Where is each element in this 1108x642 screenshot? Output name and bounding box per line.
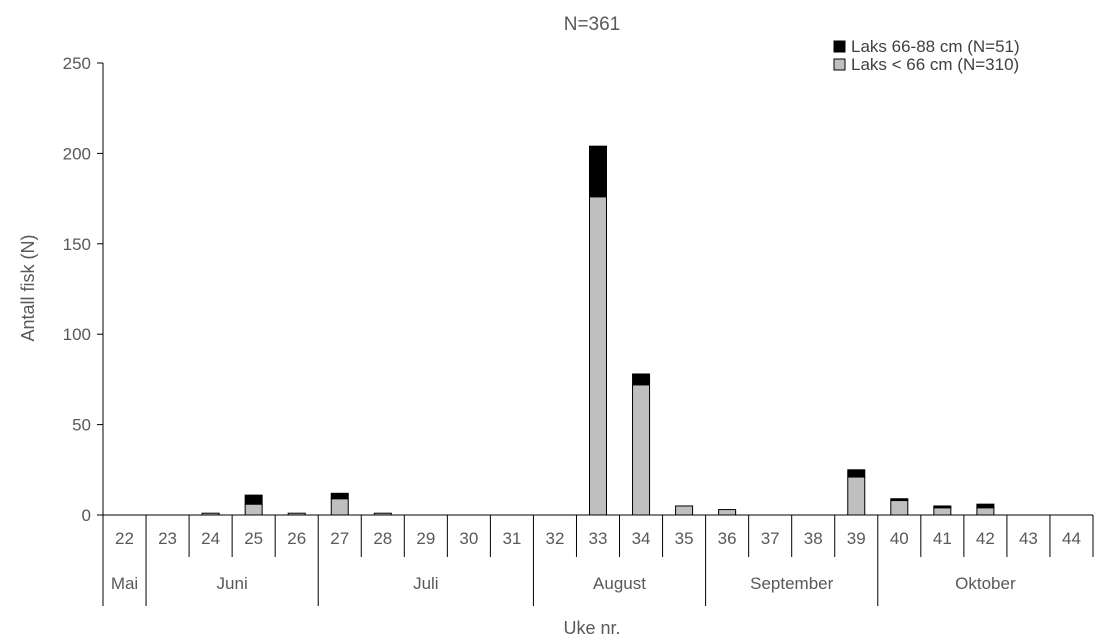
bar-week-33-series-0 xyxy=(589,196,607,516)
chart-title: N=361 xyxy=(564,14,621,35)
month-label: Oktober xyxy=(955,574,1016,593)
week-label: 24 xyxy=(201,529,220,548)
legend: Laks 66-88 cm (N=51) Laks < 66 cm (N=310… xyxy=(833,37,1020,74)
week-label: 35 xyxy=(675,529,694,548)
bar-week-34-series-1 xyxy=(632,373,651,386)
week-label: 25 xyxy=(244,529,263,548)
legend-label-large: Laks 66-88 cm (N=51) xyxy=(851,37,1020,56)
y-tick-label: 100 xyxy=(63,325,91,344)
bar-week-40-series-1 xyxy=(890,498,909,502)
week-label: 37 xyxy=(761,529,780,548)
week-label: 42 xyxy=(976,529,995,548)
week-label: 22 xyxy=(115,529,134,548)
week-label: 41 xyxy=(933,529,952,548)
bar-week-39-series-1 xyxy=(847,469,866,478)
week-label: 32 xyxy=(545,529,564,548)
y-tick-label: 250 xyxy=(63,54,91,73)
y-tick-label: 50 xyxy=(72,416,91,435)
week-label: 43 xyxy=(1019,529,1038,548)
y-axis-label: Antall fisk (N) xyxy=(18,234,38,341)
bar-week-36-series-0 xyxy=(718,509,737,516)
bars xyxy=(201,145,995,516)
bar-week-25-series-1 xyxy=(244,494,263,505)
bar-week-28-series-0 xyxy=(373,512,392,516)
week-label: 40 xyxy=(890,529,909,548)
legend-swatch-small xyxy=(833,58,846,71)
y-ticks: 0 50 100 150 200 250 xyxy=(63,54,103,525)
week-label: 26 xyxy=(287,529,306,548)
y-tick-label: 0 xyxy=(82,506,91,525)
week-label: 33 xyxy=(589,529,608,548)
bar-week-27-series-0 xyxy=(330,498,349,516)
x-axis-label: Uke nr. xyxy=(563,618,620,638)
bar-week-33-series-1 xyxy=(589,145,607,198)
month-label: Juli xyxy=(413,574,439,593)
bar-week-41-series-1 xyxy=(933,505,952,509)
week-label: 28 xyxy=(373,529,392,548)
bar-week-24-series-0 xyxy=(201,512,220,516)
bar-week-39-series-0 xyxy=(847,476,866,516)
legend-label-small: Laks < 66 cm (N=310) xyxy=(851,55,1019,74)
month-label: August xyxy=(593,574,646,593)
x-categories: 22 23 24 25 26 27 28 29 30 31 32 33 34 35 36 37 38 39 40 41… xyxy=(102,515,1094,557)
week-label: 31 xyxy=(502,529,521,548)
y-tick-label: 150 xyxy=(63,235,91,254)
month-groups: Mai Juni Juli August September Oktober xyxy=(102,557,1016,606)
bar-week-42-series-0 xyxy=(976,507,995,516)
bar-week-26-series-0 xyxy=(287,512,306,516)
bar-week-40-series-0 xyxy=(890,500,909,516)
week-label: 36 xyxy=(718,529,737,548)
bar-week-34-series-0 xyxy=(632,384,651,516)
week-label: 38 xyxy=(804,529,823,548)
week-label: 27 xyxy=(330,529,349,548)
legend-swatch-large xyxy=(833,40,846,53)
week-label: 29 xyxy=(416,529,435,548)
bar-week-25-series-0 xyxy=(244,503,263,516)
bar-week-42-series-1 xyxy=(976,503,995,509)
month-label: Mai xyxy=(111,574,138,593)
y-tick-label: 200 xyxy=(63,144,91,163)
bar-week-27-series-1 xyxy=(330,492,349,500)
week-label: 44 xyxy=(1062,529,1081,548)
bar-week-35-series-0 xyxy=(675,505,694,516)
bar-week-41-series-0 xyxy=(933,507,952,516)
week-label: 34 xyxy=(632,529,651,548)
week-label: 39 xyxy=(847,529,866,548)
week-label: 30 xyxy=(459,529,478,548)
week-label: 23 xyxy=(158,529,177,548)
month-label: Juni xyxy=(217,574,248,593)
month-label: September xyxy=(750,574,833,593)
